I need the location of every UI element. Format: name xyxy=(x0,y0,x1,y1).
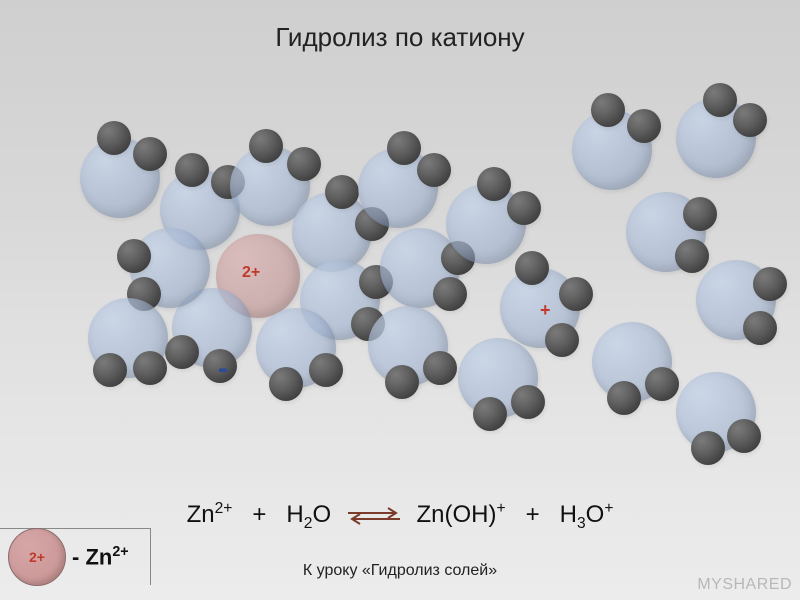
hydrogen-atom xyxy=(355,207,389,241)
eq-plus-2: + xyxy=(526,501,540,528)
charge-label: 2+ xyxy=(242,264,260,282)
hydrogen-atom xyxy=(627,109,661,143)
hydrogen-atom xyxy=(423,351,457,385)
hydrogen-atom xyxy=(127,277,161,311)
hydrogen-atom xyxy=(287,147,321,181)
hydrogen-atom xyxy=(753,267,787,301)
zinc-cation xyxy=(216,234,300,318)
hydrogen-atom xyxy=(691,431,725,465)
hydrogen-atom xyxy=(441,241,475,275)
water-oxygen xyxy=(368,306,448,386)
water-oxygen xyxy=(230,146,310,226)
hydrogen-atom xyxy=(359,265,393,299)
water-oxygen xyxy=(80,138,160,218)
hydrogen-atom xyxy=(249,129,283,163)
water-oxygen xyxy=(358,148,438,228)
legend-cation-icon: 2+ xyxy=(8,528,66,586)
hydrogen-atom xyxy=(507,191,541,225)
legend-cation-charge: 2+ xyxy=(29,549,45,565)
eq-plus-1: + xyxy=(252,501,266,528)
eq-h3o: H3O+ xyxy=(560,501,614,528)
hydrogen-atom xyxy=(203,349,237,383)
hydrogen-atom xyxy=(309,353,343,387)
hydrogen-atom xyxy=(473,397,507,431)
water-oxygen xyxy=(676,372,756,452)
hydrogen-atom xyxy=(703,83,737,117)
hydrogen-atom xyxy=(385,365,419,399)
water-oxygen xyxy=(446,184,526,264)
hydrogen-atom xyxy=(93,353,127,387)
hydrogen-atom xyxy=(387,131,421,165)
charge-label: + xyxy=(540,300,551,321)
hydrogen-atom xyxy=(607,381,641,415)
water-oxygen xyxy=(380,228,460,308)
hydrogen-atom xyxy=(683,197,717,231)
hydrogen-atom xyxy=(117,239,151,273)
diagram-title: Гидролиз по катиону xyxy=(0,22,800,53)
hydrogen-atom xyxy=(743,311,777,345)
hydrogen-atom xyxy=(433,277,467,311)
hydrogen-atom xyxy=(727,419,761,453)
water-oxygen xyxy=(256,308,336,388)
water-oxygen xyxy=(130,228,210,308)
hydronium-oxygen xyxy=(500,268,580,348)
hydrogen-atom xyxy=(211,165,245,199)
hydrogen-atom xyxy=(133,351,167,385)
water-oxygen xyxy=(88,298,168,378)
water-oxygen xyxy=(172,288,252,368)
eq-zn: Zn2+ xyxy=(187,501,239,528)
hydrogen-atom xyxy=(417,153,451,187)
hydrogen-atom xyxy=(325,175,359,209)
water-oxygen xyxy=(592,322,672,402)
eq-znoh: Zn(OH)+ xyxy=(416,501,512,528)
hydrogen-atom xyxy=(165,335,199,369)
water-oxygen xyxy=(572,110,652,190)
water-oxygen xyxy=(292,192,372,272)
hydrogen-atom xyxy=(515,251,549,285)
hydrogen-atom xyxy=(269,367,303,401)
hydrogen-atom xyxy=(545,323,579,357)
eq-h2o: H2O xyxy=(286,501,337,528)
charge-label: - xyxy=(218,352,228,386)
legend-cation-text: - Zn2+ xyxy=(72,544,129,570)
hydrogen-atom xyxy=(477,167,511,201)
water-oxygen xyxy=(676,98,756,178)
diagram-stage: Гидролиз по катиону 2+ + - Zn2+ + H2O Zn(O… xyxy=(0,0,800,600)
water-oxygen xyxy=(626,192,706,272)
hydrogen-atom xyxy=(133,137,167,171)
hydrogen-atom xyxy=(175,153,209,187)
water-oxygen xyxy=(458,338,538,418)
hydrogen-atom xyxy=(511,385,545,419)
water-oxygen xyxy=(300,260,380,340)
hydrogen-atom xyxy=(559,277,593,311)
hydrogen-atom xyxy=(591,93,625,127)
hydrogen-atom xyxy=(351,307,385,341)
water-oxygen xyxy=(696,260,776,340)
watermark: MYSHARED xyxy=(697,576,792,594)
water-oxygen xyxy=(160,170,240,250)
hydrogen-atom xyxy=(675,239,709,273)
hydrogen-atom xyxy=(97,121,131,155)
equilibrium-arrow-icon xyxy=(344,506,404,526)
hydrogen-atom xyxy=(645,367,679,401)
hydrogen-atom xyxy=(733,103,767,137)
